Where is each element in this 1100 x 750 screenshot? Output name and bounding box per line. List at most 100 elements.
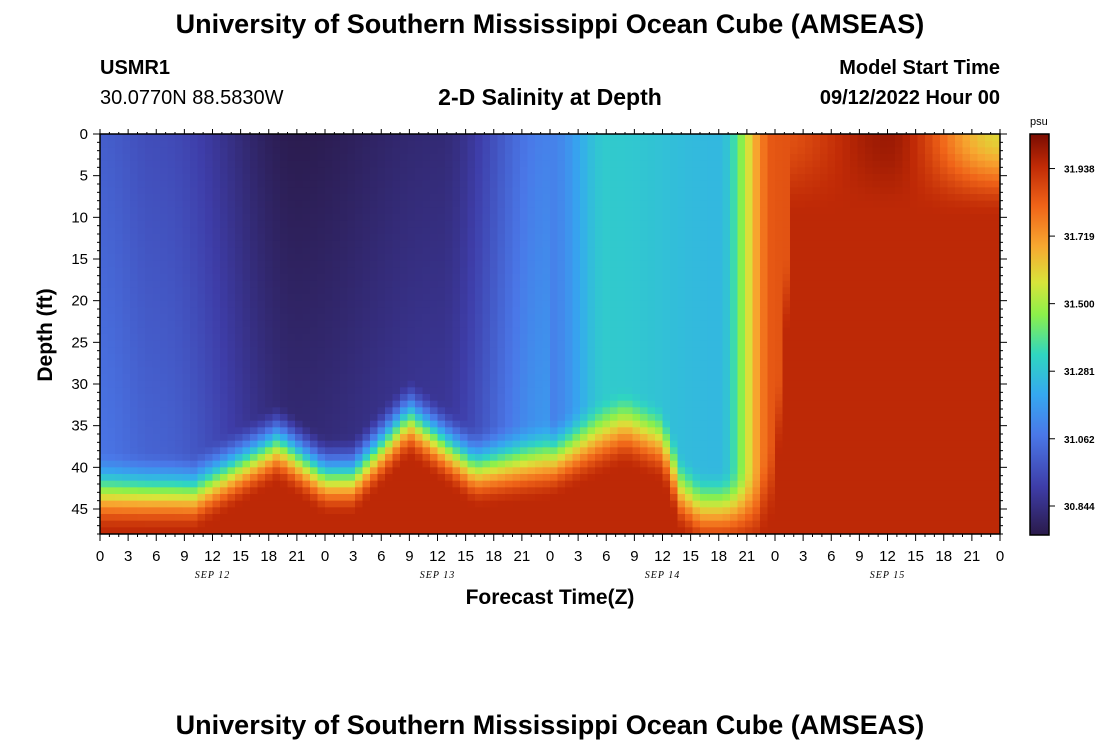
heat-cell xyxy=(610,140,619,148)
heat-cell xyxy=(707,387,716,395)
heat-cell xyxy=(175,327,184,335)
heat-cell xyxy=(137,307,146,315)
heat-cell xyxy=(505,447,514,455)
heat-cell xyxy=(527,287,536,295)
heat-cell xyxy=(362,214,371,222)
heat-cell xyxy=(587,347,596,355)
heat-cell xyxy=(265,214,274,222)
heat-cell xyxy=(460,414,469,422)
heat-cell xyxy=(640,440,649,448)
heat-cell xyxy=(700,347,709,355)
heat-cell xyxy=(407,200,416,208)
heat-cell xyxy=(467,227,476,235)
heat-cell xyxy=(415,314,424,322)
heat-cell xyxy=(227,340,236,348)
heat-cell xyxy=(182,154,191,162)
heat-cell xyxy=(550,520,559,528)
heat-cell xyxy=(572,527,581,534)
heat-cell xyxy=(355,314,364,322)
heat-cell xyxy=(535,300,544,308)
heat-cell xyxy=(677,374,686,382)
heat-cell xyxy=(220,420,229,428)
heat-cell xyxy=(677,447,686,455)
heat-cell xyxy=(250,287,259,295)
heat-cell xyxy=(152,254,161,262)
heat-cell xyxy=(430,167,439,175)
heat-cell xyxy=(355,420,364,428)
heat-cell xyxy=(385,427,394,435)
heat-cell xyxy=(317,167,326,175)
heat-cell xyxy=(190,240,199,248)
heat-cell xyxy=(130,340,139,348)
heat-cell xyxy=(655,354,664,362)
heat-cell xyxy=(565,447,574,455)
heat-cell xyxy=(152,454,161,462)
heat-cell xyxy=(160,134,169,142)
heat-cell xyxy=(452,267,461,275)
heat-cell xyxy=(130,300,139,308)
heat-cell xyxy=(347,467,356,475)
heat-cell xyxy=(475,347,484,355)
heat-cell xyxy=(287,500,296,508)
heat-cell xyxy=(100,307,109,315)
heat-cell xyxy=(107,440,116,448)
heat-cell xyxy=(220,467,229,475)
heat-cell xyxy=(302,480,311,488)
heat-cell xyxy=(415,167,424,175)
heat-cell xyxy=(265,480,274,488)
heat-cell xyxy=(445,200,454,208)
heat-cell xyxy=(205,520,214,528)
heat-cell xyxy=(190,294,199,302)
heat-cell xyxy=(122,134,131,142)
heat-cell xyxy=(235,140,244,148)
heat-cell xyxy=(542,394,551,402)
heat-cell xyxy=(115,327,124,335)
heat-cell xyxy=(647,354,656,362)
heat-cell xyxy=(160,474,169,482)
heat-cell xyxy=(415,180,424,188)
heat-cell xyxy=(677,527,686,534)
heat-cell xyxy=(422,480,431,488)
heat-cell xyxy=(160,454,169,462)
heat-cell xyxy=(190,467,199,475)
heat-cell xyxy=(347,287,356,295)
heat-cell xyxy=(595,174,604,182)
heat-cell xyxy=(280,360,289,368)
heat-cell xyxy=(662,414,671,422)
heat-cell xyxy=(392,494,401,502)
heat-cell xyxy=(107,280,116,288)
heat-cell xyxy=(602,200,611,208)
heat-cell xyxy=(467,347,476,355)
heat-cell xyxy=(400,527,409,534)
heat-cell xyxy=(707,507,716,515)
heat-cell xyxy=(572,454,581,462)
heat-cell xyxy=(332,147,341,155)
heat-cell xyxy=(145,287,154,295)
heat-cell xyxy=(265,320,274,328)
heat-cell xyxy=(497,394,506,402)
heat-cell xyxy=(587,220,596,228)
heat-cell xyxy=(175,354,184,362)
heat-cell xyxy=(565,500,574,508)
heat-cell xyxy=(490,314,499,322)
heat-cell xyxy=(505,294,514,302)
heat-cell xyxy=(190,287,199,295)
heat-cell xyxy=(422,167,431,175)
heat-cell xyxy=(302,260,311,268)
heat-cell xyxy=(235,247,244,255)
heat-cell xyxy=(212,334,221,342)
heat-cell xyxy=(385,394,394,402)
heat-cell xyxy=(115,347,124,355)
heat-cell xyxy=(512,314,521,322)
heat-cell xyxy=(130,254,139,262)
heat-cell xyxy=(160,167,169,175)
heat-cell xyxy=(190,360,199,368)
heat-cell xyxy=(355,400,364,408)
heat-cell xyxy=(160,400,169,408)
heat-cell xyxy=(535,147,544,155)
heat-cell xyxy=(317,514,326,522)
heat-cell xyxy=(175,147,184,155)
heat-cell xyxy=(445,354,454,362)
heat-cell xyxy=(542,160,551,168)
heat-cell xyxy=(242,187,251,195)
